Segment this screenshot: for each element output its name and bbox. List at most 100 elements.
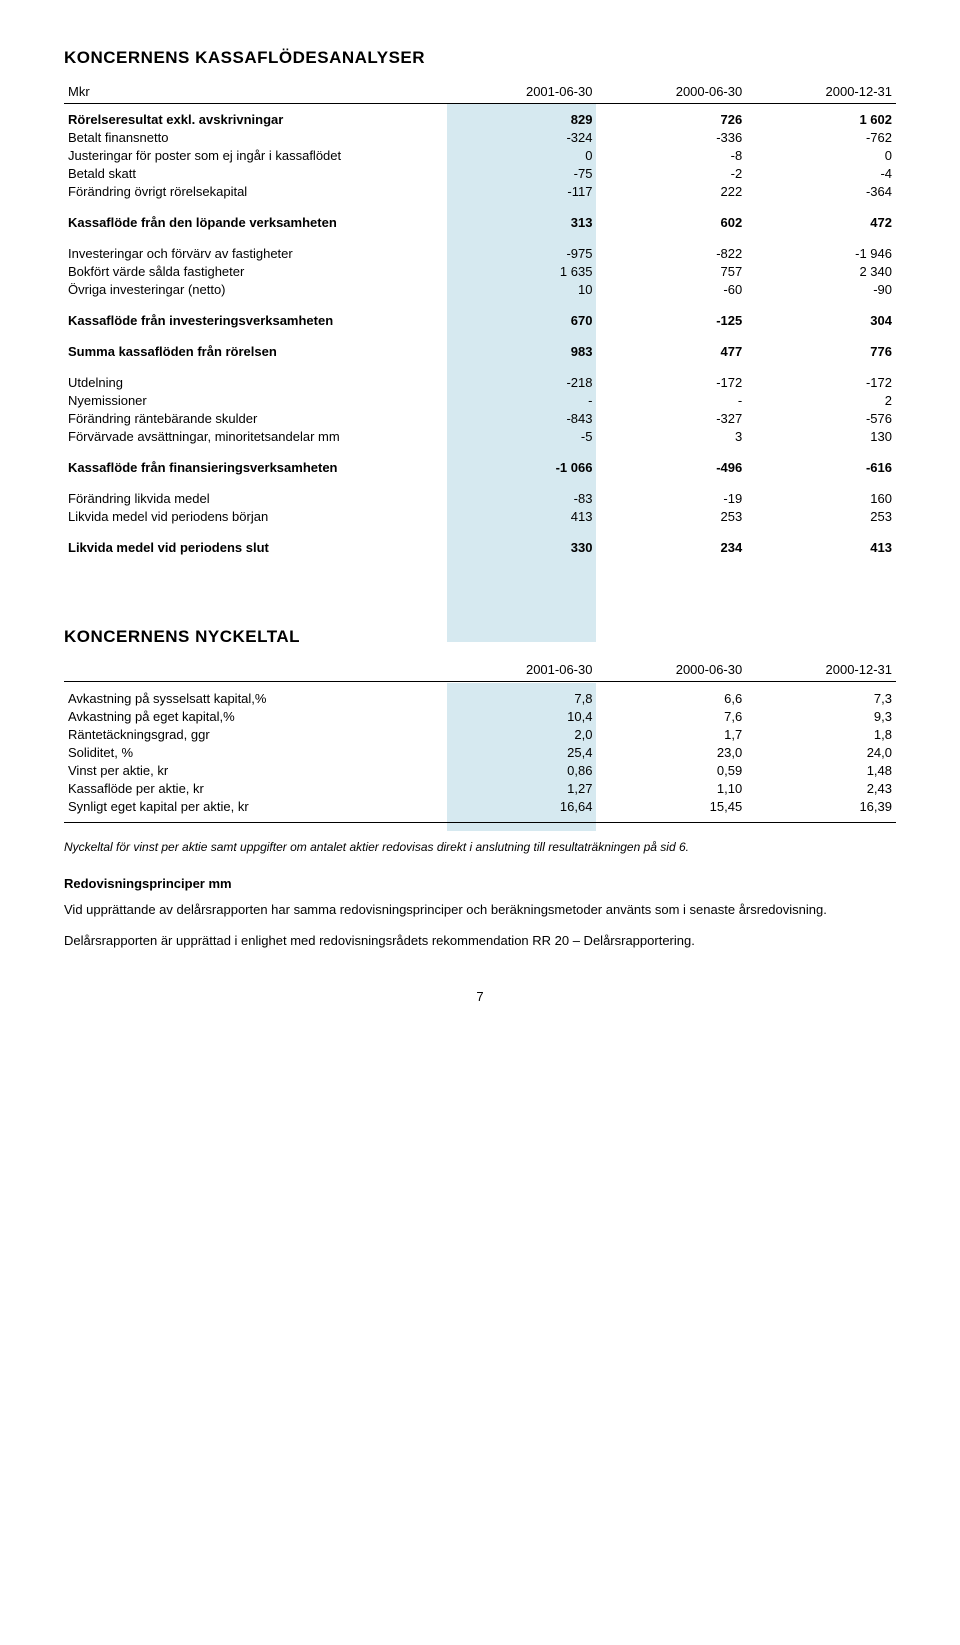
s2-row-val: 1,10 xyxy=(596,779,746,797)
s1-row-val: 313 xyxy=(447,214,597,232)
body-subhead: Redovisningsprinciper mm xyxy=(64,876,896,891)
s2-row-val: 16,39 xyxy=(746,797,896,815)
s1-row-val: -5 xyxy=(447,428,597,446)
s1-row-val: 602 xyxy=(596,214,746,232)
s1-hdr-label: Mkr xyxy=(64,82,447,103)
s1-row-label: Summa kassaflöden från rörelsen xyxy=(64,343,447,361)
s1-row-val: 330 xyxy=(447,539,597,557)
s1-row-val: 2 340 xyxy=(746,263,896,281)
s1-row-val: -327 xyxy=(596,410,746,428)
s1-row-val: 160 xyxy=(746,490,896,508)
s1-row-val: -616 xyxy=(746,459,896,477)
s1-row-label: Förändring räntebärande skulder xyxy=(64,410,447,428)
s1-row-val: -496 xyxy=(596,459,746,477)
s1-row: Summa kassaflöden från rörelsen983477776 xyxy=(64,343,896,361)
s1-row: Betald skatt-75-2-4 xyxy=(64,165,896,183)
s1-row-val: -83 xyxy=(447,490,597,508)
s1-row-label: Förändring övrigt rörelsekapital xyxy=(64,183,447,201)
s1-row: Likvida medel vid periodens slut33023441… xyxy=(64,539,896,557)
s1-row-label: Kassaflöde från finansieringsverksamhete… xyxy=(64,459,447,477)
s1-row-val: 130 xyxy=(746,428,896,446)
cashflow-table: Mkr 2001-06-30 2000-06-30 2000-12-31 Rör… xyxy=(64,82,896,557)
s2-row-val: 2,43 xyxy=(746,779,896,797)
s1-row-val: 776 xyxy=(746,343,896,361)
s2-row-val: 1,7 xyxy=(596,725,746,743)
s2-row-label: Soliditet, % xyxy=(64,743,447,761)
s1-row: Kassaflöde från investeringsverksamheten… xyxy=(64,312,896,330)
s2-row-label: Vinst per aktie, kr xyxy=(64,761,447,779)
s1-row-val: -75 xyxy=(447,165,597,183)
s1-row-label: Betald skatt xyxy=(64,165,447,183)
s1-row-val: 670 xyxy=(447,312,597,330)
s1-row-label: Betalt finansnetto xyxy=(64,129,447,147)
s1-hdr-c1: 2001-06-30 xyxy=(447,82,597,103)
s2-row-label: Kassaflöde per aktie, kr xyxy=(64,779,447,797)
s1-row: Förvärvade avsättningar, minoritetsandel… xyxy=(64,428,896,446)
s2-row: Avkastning på sysselsatt kapital,%7,86,6… xyxy=(64,689,896,707)
s1-row: Betalt finansnetto-324-336-762 xyxy=(64,129,896,147)
s1-row-val: 757 xyxy=(596,263,746,281)
s1-row-val: -172 xyxy=(746,374,896,392)
s1-row-label: Likvida medel vid periodens början xyxy=(64,508,447,526)
s2-row: Synligt eget kapital per aktie, kr16,641… xyxy=(64,797,896,815)
s1-row-val: -576 xyxy=(746,410,896,428)
s1-row: Förändring likvida medel-83-19160 xyxy=(64,490,896,508)
s2-row-label: Avkastning på eget kapital,% xyxy=(64,707,447,725)
s1-row: Övriga investeringar (netto)10-60-90 xyxy=(64,281,896,299)
s2-row-val: 2,0 xyxy=(447,725,597,743)
s1-row-val: -364 xyxy=(746,183,896,201)
s2-row-val: 25,4 xyxy=(447,743,597,761)
s2-row: Kassaflöde per aktie, kr1,271,102,43 xyxy=(64,779,896,797)
s1-row-val: -117 xyxy=(447,183,597,201)
s1-row: Nyemissioner--2 xyxy=(64,392,896,410)
s1-row: Förändring räntebärande skulder-843-327-… xyxy=(64,410,896,428)
s1-row-label: Övriga investeringar (netto) xyxy=(64,281,447,299)
s1-row-val: -60 xyxy=(596,281,746,299)
s1-row-label: Kassaflöde från investeringsverksamheten xyxy=(64,312,447,330)
s2-hdr-c3: 2000-12-31 xyxy=(746,661,896,682)
s1-row-label: Rörelseresultat exkl. avskrivningar xyxy=(64,111,447,129)
s1-row-val: 253 xyxy=(746,508,896,526)
s2-hdr-c1: 2001-06-30 xyxy=(447,661,597,682)
s1-row-label: Förändring likvida medel xyxy=(64,490,447,508)
s1-row-val: - xyxy=(596,392,746,410)
s2-row-label: Synligt eget kapital per aktie, kr xyxy=(64,797,447,815)
s1-row-val: 413 xyxy=(447,508,597,526)
s1-row-val: -2 xyxy=(596,165,746,183)
s2-row-val: 0,86 xyxy=(447,761,597,779)
s1-row-val: 253 xyxy=(596,508,746,526)
s1-row-val: -843 xyxy=(447,410,597,428)
body-para1: Vid upprättande av delårsrapporten har s… xyxy=(64,901,896,920)
s1-row-label: Likvida medel vid periodens slut xyxy=(64,539,447,557)
s1-row-val: - xyxy=(447,392,597,410)
s1-row: Utdelning-218-172-172 xyxy=(64,374,896,392)
s2-hdr-c2: 2000-06-30 xyxy=(596,661,746,682)
s1-row-label: Bokfört värde sålda fastigheter xyxy=(64,263,447,281)
s1-row-val: 3 xyxy=(596,428,746,446)
s1-row-val: 222 xyxy=(596,183,746,201)
s2-row-val: 7,8 xyxy=(447,689,597,707)
section2-footnote: Nyckeltal för vinst per aktie samt uppgi… xyxy=(64,840,896,854)
s1-row: Kassaflöde från finansieringsverksamhete… xyxy=(64,459,896,477)
keyratios-table: 2001-06-30 2000-06-30 2000-12-31 Avkastn… xyxy=(64,661,896,831)
s1-row-val: -324 xyxy=(447,129,597,147)
s1-row-val: 234 xyxy=(596,539,746,557)
s1-row-val: -125 xyxy=(596,312,746,330)
s1-row-label: Nyemissioner xyxy=(64,392,447,410)
s1-row-val: -4 xyxy=(746,165,896,183)
s1-row-val: 2 xyxy=(746,392,896,410)
s2-row-val: 15,45 xyxy=(596,797,746,815)
s2-row-val: 6,6 xyxy=(596,689,746,707)
s1-hdr-c3: 2000-12-31 xyxy=(746,82,896,103)
body-para2: Delårsrapporten är upprättad i enlighet … xyxy=(64,932,896,951)
s1-row-val: -19 xyxy=(596,490,746,508)
s1-row-val: 472 xyxy=(746,214,896,232)
s1-row-label: Investeringar och förvärv av fastigheter xyxy=(64,245,447,263)
s1-row: Justeringar för poster som ej ingår i ka… xyxy=(64,147,896,165)
s2-row-val: 1,48 xyxy=(746,761,896,779)
s2-row-val: 16,64 xyxy=(447,797,597,815)
s1-row-val: 477 xyxy=(596,343,746,361)
s1-row-val: -1 066 xyxy=(447,459,597,477)
s1-row: Investeringar och förvärv av fastigheter… xyxy=(64,245,896,263)
s1-row-val: -762 xyxy=(746,129,896,147)
